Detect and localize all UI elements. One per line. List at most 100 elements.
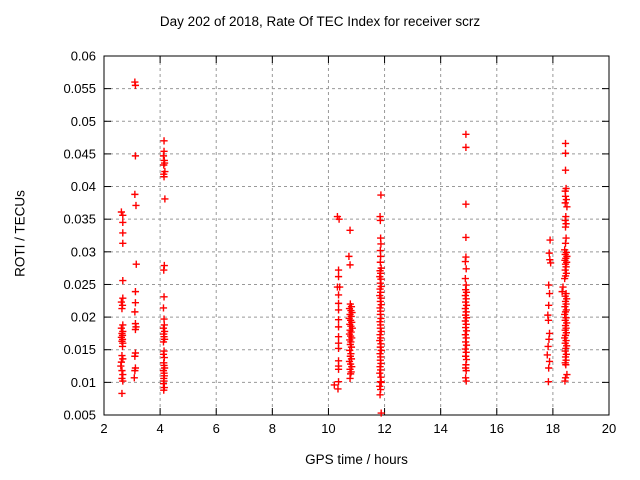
x-axis-label: GPS time / hours xyxy=(305,452,408,467)
x-tick-label: 10 xyxy=(321,421,335,436)
data-point-marker xyxy=(558,288,566,296)
data-point-marker xyxy=(546,256,554,264)
data-point-marker xyxy=(376,336,384,345)
data-point-marker xyxy=(545,281,553,289)
data-point-marker xyxy=(376,216,384,225)
data-point-marker xyxy=(377,409,385,417)
data-point-marker xyxy=(377,314,385,322)
data-point-marker xyxy=(545,335,553,343)
data-point-marker xyxy=(377,366,385,374)
data-point-marker xyxy=(545,301,553,309)
data-point-marker xyxy=(547,259,555,267)
y-tick-label: 0.055 xyxy=(63,81,96,96)
data-point-marker xyxy=(377,240,385,248)
data-point-marker xyxy=(334,273,343,281)
y-tick-label: 0.01 xyxy=(71,375,96,390)
data-point-marker xyxy=(561,199,569,207)
data-point-marker xyxy=(159,338,168,346)
data-point-marker xyxy=(462,327,471,335)
data-point-marker xyxy=(160,173,168,181)
data-point-marker xyxy=(462,298,470,306)
data-point-marker xyxy=(561,149,570,157)
data-point-marker xyxy=(377,191,385,199)
data-point-marker xyxy=(334,365,343,373)
x-tick-label: 8 xyxy=(269,421,276,436)
data-point-marker xyxy=(117,298,125,306)
data-point-marker xyxy=(119,370,127,379)
data-points-layer xyxy=(117,78,571,417)
data-point-marker xyxy=(376,258,384,266)
data-point-marker xyxy=(117,362,125,370)
data-point-marker xyxy=(559,283,567,291)
data-point-marker xyxy=(561,192,570,200)
data-point-marker xyxy=(117,208,125,216)
data-point-marker xyxy=(160,137,168,145)
data-point-marker xyxy=(131,325,140,334)
data-point-marker xyxy=(334,378,343,386)
data-point-marker xyxy=(544,378,552,386)
data-point-marker xyxy=(334,333,343,341)
data-point-marker xyxy=(132,201,140,210)
data-point-marker xyxy=(376,324,384,332)
x-tick-label: 20 xyxy=(602,421,616,436)
data-point-marker xyxy=(461,317,469,325)
data-point-marker xyxy=(334,299,343,307)
data-point-marker xyxy=(131,190,139,198)
data-point-marker xyxy=(119,239,127,247)
data-point-marker xyxy=(118,389,126,398)
chart-title: Day 202 of 2018, Rate Of TEC Index for r… xyxy=(159,14,481,29)
data-point-marker xyxy=(119,229,127,237)
data-point-marker xyxy=(543,351,551,359)
data-point-marker xyxy=(546,236,554,244)
data-point-marker xyxy=(119,377,127,385)
data-point-marker xyxy=(334,385,342,393)
x-tick-label: 14 xyxy=(433,421,447,436)
data-point-marker xyxy=(545,249,553,257)
data-point-marker xyxy=(131,352,139,360)
data-point-marker xyxy=(376,391,384,399)
data-point-marker xyxy=(345,252,353,260)
data-point-marker xyxy=(160,161,168,169)
data-point-marker xyxy=(563,203,571,211)
data-point-marker xyxy=(461,274,469,283)
data-point-marker xyxy=(545,357,554,366)
data-point-marker xyxy=(461,291,469,300)
data-point-marker xyxy=(545,289,554,298)
data-point-marker xyxy=(461,305,469,313)
data-point-marker xyxy=(346,261,354,269)
data-point-marker xyxy=(462,367,470,375)
data-point-marker xyxy=(334,323,343,331)
x-tick-label: 6 xyxy=(213,421,220,436)
data-point-marker xyxy=(462,377,470,385)
data-point-marker xyxy=(160,321,168,329)
data-point-marker xyxy=(159,380,168,388)
data-point-marker xyxy=(161,195,169,203)
data-point-marker xyxy=(462,265,470,273)
data-point-marker xyxy=(376,369,384,377)
data-point-marker xyxy=(118,305,126,313)
data-point-marker xyxy=(461,331,469,339)
x-tick-label: 18 xyxy=(546,421,560,436)
data-point-marker xyxy=(377,301,385,309)
data-point-marker xyxy=(131,299,140,307)
data-point-marker xyxy=(462,200,470,208)
x-tick-label: 16 xyxy=(490,421,504,436)
data-point-marker xyxy=(562,196,570,204)
data-point-marker xyxy=(462,233,470,242)
data-point-marker xyxy=(119,294,127,302)
data-point-marker xyxy=(159,304,168,312)
y-tick-label: 0.045 xyxy=(63,146,96,161)
data-point-marker xyxy=(334,306,343,314)
data-point-marker xyxy=(160,266,168,274)
data-point-marker xyxy=(544,342,552,351)
data-point-marker xyxy=(131,288,140,296)
x-tick-label: 12 xyxy=(377,421,391,436)
data-point-marker xyxy=(562,361,570,369)
y-tick-label: 0.025 xyxy=(63,277,96,292)
y-tick-label: 0.05 xyxy=(71,114,96,129)
data-point-marker xyxy=(160,293,168,301)
data-point-marker xyxy=(561,274,569,283)
data-point-marker xyxy=(561,239,570,247)
